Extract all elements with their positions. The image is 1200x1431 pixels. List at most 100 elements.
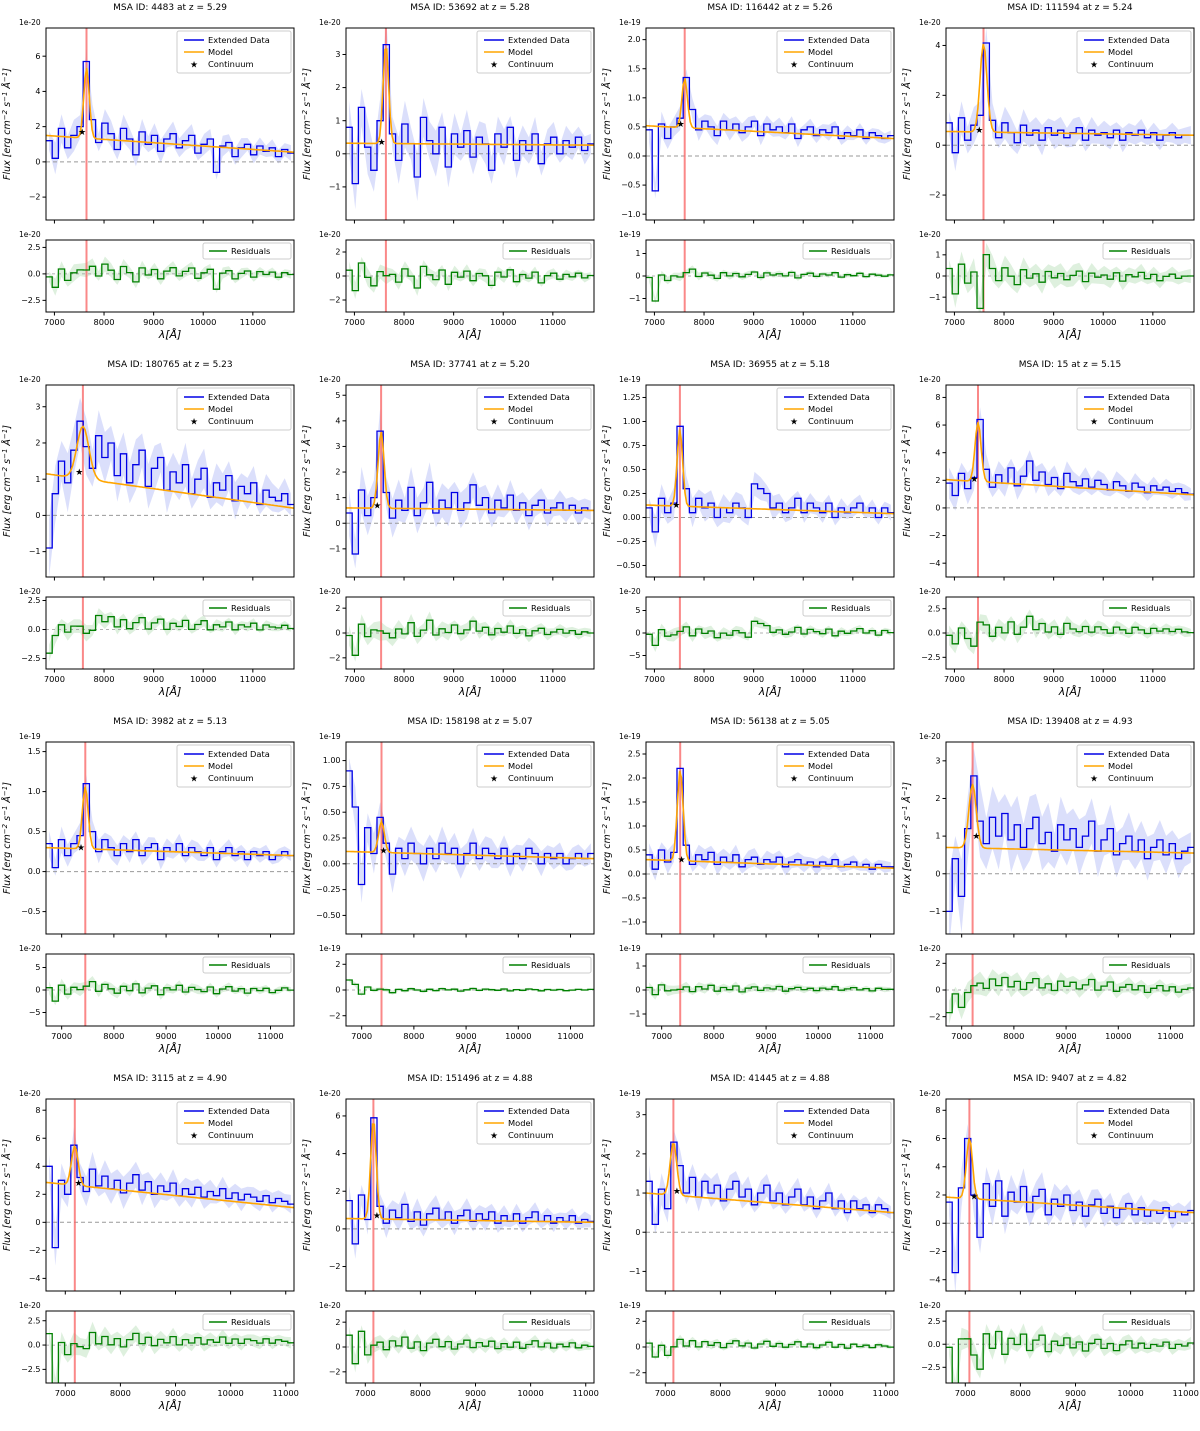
main-plot: ★ −1.0 −0.5 0.0 0.5 1.0 1.5 2.0 2.5 1e-19 Flux [er… (601, 732, 895, 938)
model-line (946, 783, 1194, 854)
extended-data-line (646, 425, 894, 533)
continuum-star: ★ (970, 475, 978, 485)
x-tick-label: 8000 (403, 1031, 424, 1041)
model-line (646, 78, 894, 140)
y-tick-label: 0.75 (323, 782, 341, 791)
legend-residuals-label: Residuals (831, 603, 870, 613)
x-tick-label: 7000 (55, 1388, 76, 1398)
spectrum-panel-56138: MSA ID: 56138 at z = 5.05 ★ −1.0 −0.5 0.0 0.5… (600, 714, 900, 1071)
y-tick-label: −1 (329, 544, 341, 553)
legend-box (202, 1313, 292, 1331)
legend-continuum-label: Continuum (508, 59, 554, 69)
y-tick-label: 2 (335, 468, 340, 477)
panel-title: MSA ID: 180765 at z = 5.23 (107, 360, 233, 370)
y-tick-label: 0 (35, 986, 40, 995)
x-tick-label: 7000 (44, 674, 65, 684)
residual-band (649, 981, 891, 1000)
x-tick-label: 10000 (490, 674, 516, 684)
legend-box (202, 242, 292, 260)
residual-plot: −2.5 0.0 2.5 7000 8000 9000 10000 11000 1e-20 Res… (19, 1301, 299, 1398)
legend-box (502, 956, 592, 974)
y-tick-label: −2 (929, 1247, 941, 1256)
y-tick-label: 6 (335, 1112, 340, 1121)
y-tick-label: −2 (929, 531, 941, 540)
y-tick-label: 0 (335, 272, 340, 281)
y-tick-label: 8 (35, 1106, 40, 1115)
legend-box (802, 599, 892, 617)
x-tick-label: 8000 (393, 674, 414, 684)
x-tick-label: 7000 (355, 1388, 376, 1398)
x-tick-label: 9000 (143, 317, 164, 327)
x-tick-label: 10000 (790, 317, 816, 327)
continuum-star: ★ (373, 1212, 381, 1222)
x-tick-label: 11000 (557, 1031, 583, 1041)
y-tick-label: 1 (935, 250, 940, 259)
x-tick-label: 11000 (840, 317, 866, 327)
offset-exp-label: 1e-20 (19, 230, 41, 239)
y-tick-label: 4 (335, 416, 340, 425)
offset-exp-label: 1e-20 (319, 18, 341, 27)
x-tick-label: 10000 (217, 1388, 243, 1398)
panel-title: MSA ID: 9407 at z = 4.82 (1013, 1074, 1127, 1084)
y-axis-label: Flux [erg cm−2 s−1 Å−1] (601, 68, 613, 180)
y-tick-label: −1.0 (621, 918, 640, 927)
x-tick-label: 9000 (1056, 1031, 1077, 1041)
x-tick-label: 7000 (644, 674, 665, 684)
x-tick-label: 10000 (817, 1388, 843, 1398)
y-tick-label: −2.5 (21, 296, 40, 305)
legend: Extended Data Model ★ Continuum (476, 387, 592, 431)
y-axis-label: Flux [erg cm−2 s−1 Å−1] (1, 782, 13, 894)
residuals-line (646, 984, 894, 996)
y-tick-label: −0.25 (616, 537, 641, 546)
residual-band (49, 976, 291, 1006)
legend: Extended Data Model ★ Continuum (1076, 30, 1192, 74)
model-line (646, 1143, 894, 1214)
y-tick-label: −4 (29, 1274, 41, 1283)
y-tick-label: 2.5 (28, 1316, 41, 1325)
legend: Residuals (202, 242, 292, 260)
legend: Extended Data Model ★ Continuum (1076, 387, 1192, 431)
y-tick-label: 0 (335, 986, 340, 995)
extended-data-line (46, 782, 294, 869)
legend: Residuals (502, 599, 592, 617)
x-tick-label: 9000 (1065, 1388, 1086, 1398)
extended-data-line (46, 60, 294, 174)
legend: Residuals (502, 1313, 592, 1331)
x-tick-label: 8000 (693, 674, 714, 684)
y-tick-label: −2 (29, 1246, 41, 1255)
y-tick-label: 2 (635, 1149, 640, 1158)
y-tick-label: 2 (935, 1191, 940, 1200)
legend-extended-data-label: Extended Data (508, 392, 570, 402)
y-tick-label: 2 (635, 1317, 640, 1326)
extended-data-line (946, 42, 1194, 154)
legend-model-label: Model (508, 47, 533, 57)
y-tick-label: 0.0 (928, 1340, 941, 1349)
y-tick-label: −1.0 (621, 210, 640, 219)
model-line (346, 1123, 594, 1224)
panel-title: MSA ID: 53692 at z = 5.28 (410, 3, 530, 13)
x-tick-label: 8000 (93, 674, 114, 684)
offset-exp-label: 1e-19 (619, 230, 641, 239)
axes-frame (645, 384, 895, 578)
y-tick-label: 0 (935, 504, 940, 513)
residual-band (649, 1334, 891, 1360)
legend-box (1102, 242, 1192, 260)
model-line (346, 818, 594, 860)
legend-residuals-label: Residuals (231, 603, 270, 613)
residual-band (49, 256, 291, 296)
main-plot: ★ −0.50 −0.25 0.00 0.25 0.50 0.75 1.00 1e-19 Flux… (301, 732, 595, 938)
y-tick-label: −2 (329, 653, 341, 662)
residual-plot: −1 0 1 7000 8000 9000 10000 11000 1e-19 Residuals (619, 230, 895, 327)
legend-model-label: Model (208, 761, 233, 771)
residual-band (649, 616, 891, 652)
residual-plot: −2.5 0.0 2.5 7000 8000 9000 10000 11000 1e-20 Res… (19, 587, 295, 684)
continuum-star: ★ (677, 856, 685, 866)
y-tick-label: 1.5 (628, 64, 641, 73)
model-line (646, 429, 894, 515)
continuum-star: ★ (77, 844, 85, 854)
y-tick-label: 1.0 (628, 93, 641, 102)
continuum-star: ★ (673, 1187, 681, 1197)
y-axis-label: Flux [erg cm−2 s−1 Å−1] (601, 782, 613, 894)
main-plot: ★ −4 −2 0 2 4 6 8 1e-20 Flux [erg cm−2 s−1 Å−1] Ex… (901, 1089, 1195, 1295)
legend-box (1102, 599, 1192, 617)
